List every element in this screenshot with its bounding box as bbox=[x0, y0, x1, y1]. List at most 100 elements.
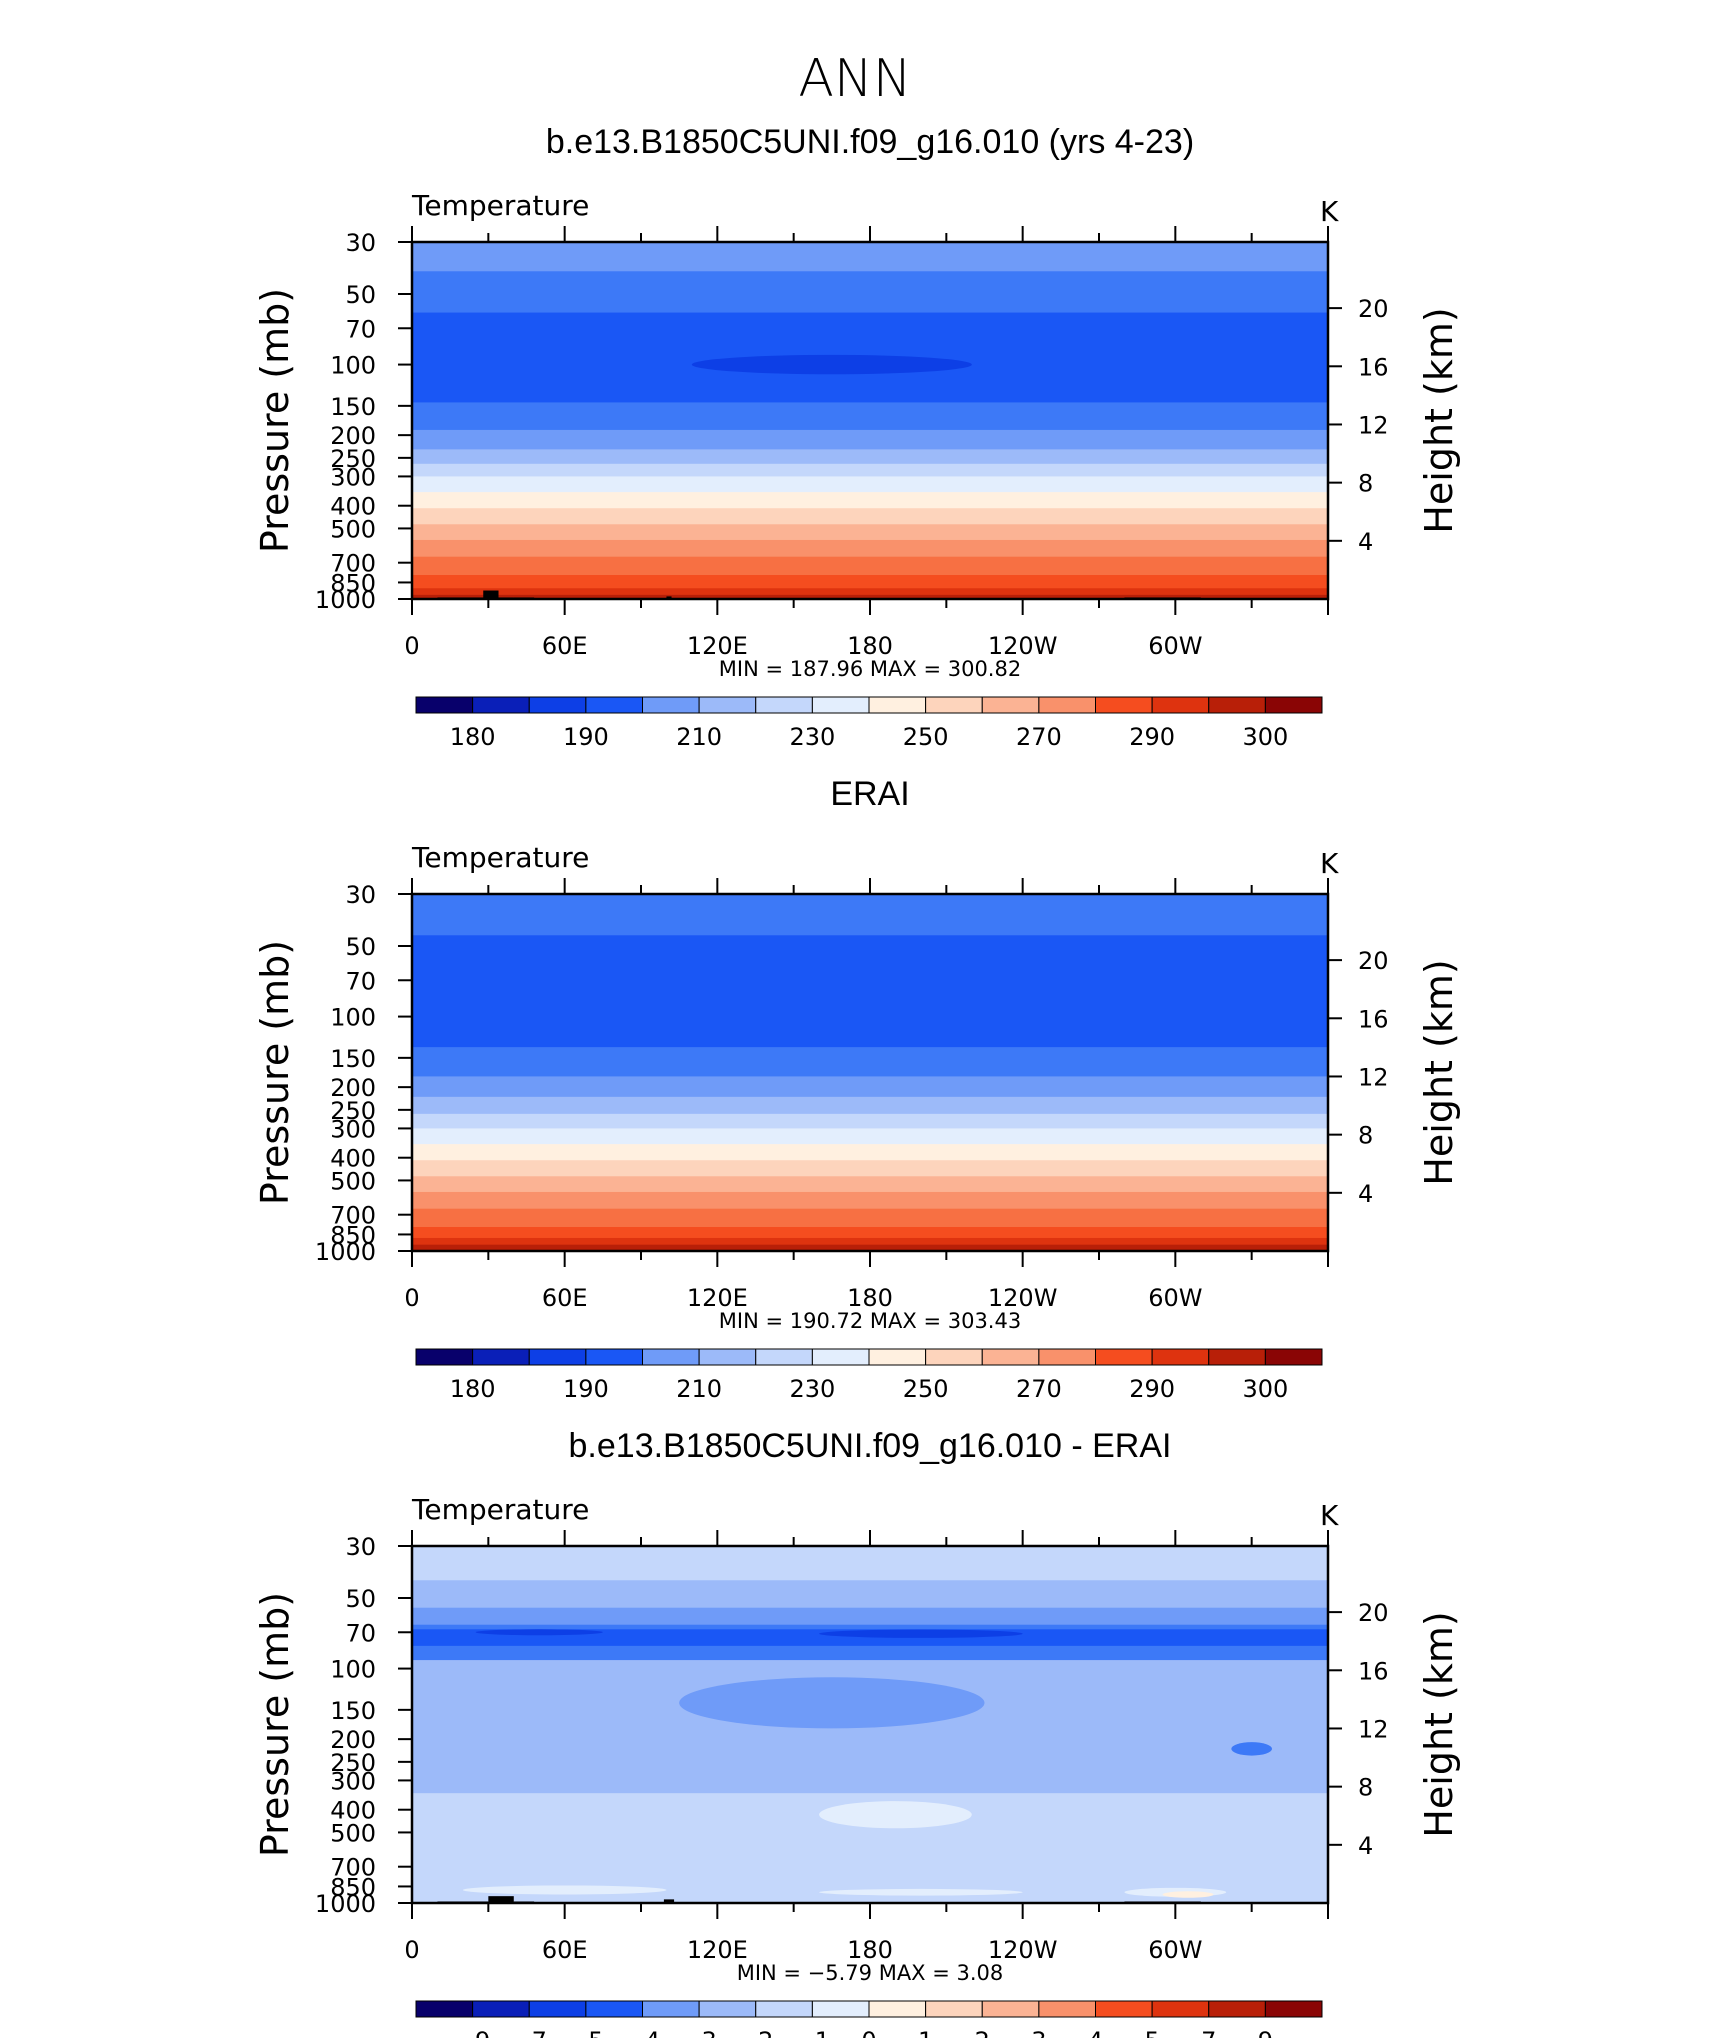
colorbar-box bbox=[755, 1348, 813, 1366]
colorbar-box bbox=[925, 1348, 983, 1366]
contour-band bbox=[412, 1144, 1328, 1162]
y-tick-label: 100 bbox=[330, 1656, 376, 1684]
colorbar-box bbox=[755, 2000, 813, 2018]
contour-band bbox=[412, 1546, 1328, 1582]
colorbar-box bbox=[1095, 1348, 1153, 1366]
y-tick-label: 500 bbox=[330, 515, 376, 543]
contour-band bbox=[412, 575, 1328, 590]
x-tick-label: 120E bbox=[687, 632, 748, 660]
contour-field bbox=[412, 1546, 1328, 1903]
colorbar-box bbox=[642, 2000, 700, 2018]
y-tick-label: 70 bbox=[345, 315, 376, 343]
colorbar-label: 210 bbox=[676, 1375, 722, 1403]
y2-tick-label: 12 bbox=[1358, 1063, 1389, 1091]
colorbar-box bbox=[472, 1348, 530, 1366]
colorbar-box bbox=[1208, 2000, 1266, 2018]
x-tick-label: 0 bbox=[404, 1284, 419, 1312]
x-tick-label: 60W bbox=[1148, 1936, 1202, 1964]
y-tick-label: 70 bbox=[345, 1619, 376, 1647]
contour-band bbox=[412, 492, 1328, 510]
x-tick-label: 180 bbox=[847, 632, 893, 660]
colorbar-label: −2 bbox=[738, 2027, 773, 2038]
y-tick-label: 200 bbox=[330, 1074, 376, 1102]
y-tick-label: 100 bbox=[330, 1004, 376, 1032]
colorbar-label: 300 bbox=[1242, 723, 1288, 751]
y-tick-label: 30 bbox=[345, 881, 376, 909]
contour-band bbox=[412, 1047, 1328, 1078]
colorbar-box bbox=[1038, 1348, 1096, 1366]
contour-band bbox=[412, 1645, 1328, 1662]
y-tick-label: 200 bbox=[330, 422, 376, 450]
y-tick-label: 500 bbox=[330, 1819, 376, 1847]
y2-tick-label: 4 bbox=[1358, 1832, 1373, 1860]
contour-band bbox=[412, 1227, 1328, 1239]
topography-mask bbox=[666, 596, 672, 599]
y-tick-label: 300 bbox=[330, 1767, 376, 1795]
y2-tick-label: 12 bbox=[1358, 1715, 1389, 1743]
contour-band bbox=[412, 1191, 1328, 1210]
colorbar-box bbox=[585, 2000, 643, 2018]
contour-band bbox=[412, 402, 1328, 431]
colorbar-box bbox=[698, 1348, 757, 1366]
contour-band bbox=[412, 271, 1328, 314]
y2-tick-label: 16 bbox=[1358, 1005, 1389, 1033]
colorbar-box bbox=[415, 696, 474, 714]
contour-band bbox=[412, 1113, 1328, 1130]
colorbar-box bbox=[981, 1348, 1040, 1366]
contour-band bbox=[412, 1237, 1328, 1246]
colorbar-label: 300 bbox=[1242, 1375, 1288, 1403]
panel-title: b.e13.B1850C5UNI.f09_g16.010 - ERAI bbox=[569, 1427, 1172, 1465]
colorbar-box bbox=[868, 696, 927, 714]
colorbar-label: 250 bbox=[903, 1375, 949, 1403]
colorbar-box bbox=[528, 2000, 587, 2018]
panel-1: b.e13.B1850C5UNI.f09_g16.010 (yrs 4-23) T… bbox=[253, 123, 1461, 751]
colorbar-box bbox=[1208, 696, 1266, 714]
units-label: K bbox=[1320, 1499, 1339, 1532]
x-tick-label: 60E bbox=[542, 1936, 588, 1964]
contour-band bbox=[412, 476, 1328, 494]
y-axis-label: Pressure (mb) bbox=[253, 1592, 297, 1857]
x-tick-label: 0 bbox=[404, 632, 419, 660]
panel-title: ERAI bbox=[830, 775, 909, 813]
topography-mask bbox=[488, 1896, 514, 1903]
colorbar-label: 270 bbox=[1016, 1375, 1062, 1403]
y2-tick-label: 8 bbox=[1358, 470, 1373, 498]
colorbar-label: 250 bbox=[903, 723, 949, 751]
colorbar-box bbox=[1038, 2000, 1096, 2018]
contour-band bbox=[412, 1160, 1328, 1178]
colorbar-box bbox=[755, 696, 813, 714]
x-tick-label: 60E bbox=[542, 632, 588, 660]
colorbar-box bbox=[868, 2000, 927, 2018]
colorbar-label: 2 bbox=[975, 2027, 990, 2038]
figure-title: ANN bbox=[798, 49, 911, 109]
contour-band bbox=[412, 1244, 1328, 1251]
colorbar-label: 0 bbox=[861, 2027, 876, 2038]
colorbar-label: 9 bbox=[1258, 2027, 1273, 2038]
colorbar-label: 7 bbox=[1201, 2027, 1216, 2038]
y2-tick-label: 8 bbox=[1358, 1774, 1373, 1802]
colorbar-box bbox=[811, 696, 870, 714]
colorbar-box bbox=[868, 1348, 927, 1366]
y-tick-label: 400 bbox=[330, 493, 376, 521]
y-tick-label: 30 bbox=[345, 1533, 376, 1561]
contour-band bbox=[412, 1128, 1328, 1146]
y-tick-label: 50 bbox=[345, 281, 376, 309]
contour-band bbox=[412, 1176, 1328, 1193]
colorbar-box bbox=[415, 2000, 474, 2018]
colorbar-label: 290 bbox=[1129, 1375, 1175, 1403]
y2-axis-label: Height (km) bbox=[1417, 959, 1461, 1185]
colorbar-box bbox=[472, 2000, 530, 2018]
y-tick-label: 500 bbox=[330, 1167, 376, 1195]
contour-field bbox=[412, 242, 1328, 599]
contour-feature bbox=[462, 1885, 667, 1895]
contour-feature bbox=[819, 1888, 1023, 1896]
y-tick-label: 50 bbox=[345, 1585, 376, 1613]
panel-title: b.e13.B1850C5UNI.f09_g16.010 (yrs 4-23) bbox=[546, 123, 1194, 161]
contour-feature bbox=[679, 1677, 985, 1729]
units-label: K bbox=[1320, 847, 1339, 880]
y-tick-label: 250 bbox=[330, 1097, 376, 1125]
x-tick-label: 120W bbox=[988, 632, 1058, 660]
y-tick-label: 1000 bbox=[315, 1238, 376, 1266]
y2-tick-label: 8 bbox=[1358, 1122, 1373, 1150]
